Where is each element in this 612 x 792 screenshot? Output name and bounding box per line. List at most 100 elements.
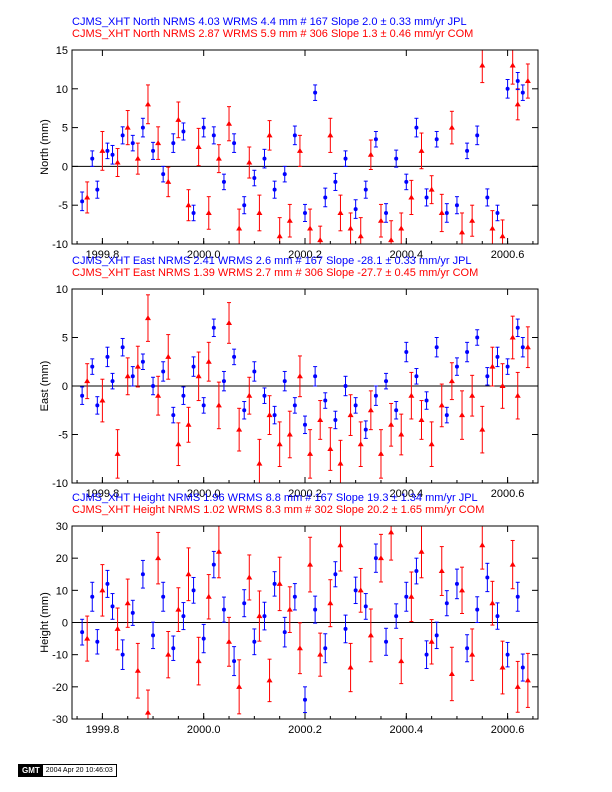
data-point — [404, 594, 409, 599]
data-point — [475, 335, 480, 340]
series-jpl — [80, 543, 525, 714]
data-point — [151, 384, 156, 388]
data-point — [313, 90, 318, 95]
data-point — [454, 203, 459, 208]
data-point — [185, 571, 192, 577]
data-point — [333, 572, 338, 577]
data-point — [454, 364, 459, 369]
y-tick-label: -30 — [52, 714, 68, 726]
y-axis-label: Height (mm) — [39, 592, 51, 653]
data-point — [524, 344, 531, 350]
series-com — [84, 526, 531, 719]
data-point — [323, 398, 328, 403]
data-point — [95, 187, 100, 192]
data-point — [252, 176, 257, 181]
data-point — [424, 652, 429, 657]
data-point — [408, 194, 415, 200]
data-point — [444, 210, 449, 215]
data-point — [514, 101, 521, 107]
data-point — [99, 397, 106, 403]
data-point — [434, 137, 439, 142]
data-point — [110, 152, 115, 157]
data-point — [337, 460, 344, 466]
data-point — [221, 379, 226, 384]
series-title-jpl: CJMS_XHT Height NRMS 1.96 WRMS 8.8 mm # … — [72, 492, 478, 504]
series-jpl — [80, 318, 525, 439]
data-point — [479, 62, 486, 68]
data-point — [130, 610, 135, 615]
data-point — [90, 594, 95, 599]
data-point — [201, 125, 206, 130]
data-point — [489, 363, 496, 369]
data-point — [520, 90, 525, 95]
data-point — [404, 179, 409, 184]
x-tick-label: 1999.8 — [86, 724, 120, 736]
data-point — [286, 606, 293, 612]
data-point — [377, 555, 384, 561]
data-point — [424, 195, 429, 200]
data-point — [377, 217, 384, 223]
data-point — [171, 413, 176, 418]
data-point — [140, 125, 145, 130]
data-point — [317, 651, 324, 657]
data-point — [272, 187, 277, 192]
data-point — [211, 325, 216, 330]
data-point — [105, 148, 110, 153]
x-tick-label: 2000.2 — [288, 249, 322, 261]
data-point — [191, 364, 196, 369]
gmt-timestamp-stamp: GMT 2004 Apr 20 10:46:03 — [18, 764, 117, 777]
data-point — [195, 373, 202, 379]
data-point — [155, 555, 162, 561]
data-point — [161, 594, 166, 599]
data-point — [485, 575, 490, 580]
data-point — [242, 203, 247, 208]
data-point — [505, 86, 510, 91]
data-point — [499, 233, 506, 239]
data-point — [144, 709, 151, 715]
data-point — [165, 178, 172, 184]
data-point — [373, 393, 378, 398]
data-point — [252, 639, 257, 644]
data-point — [515, 79, 520, 84]
data-point — [327, 132, 334, 138]
data-point — [514, 683, 521, 689]
panel-east: CJMS_XHT East NRMS 2.41 WRMS 2.6 mm # 16… — [39, 255, 539, 500]
data-point — [236, 426, 243, 432]
data-point — [205, 358, 212, 364]
data-point — [444, 413, 449, 418]
data-point — [226, 319, 233, 325]
x-tick-label: 2000.6 — [491, 488, 525, 500]
data-point — [181, 129, 186, 134]
data-point — [479, 426, 486, 432]
data-point — [495, 614, 500, 619]
y-tick-label: 10 — [56, 585, 68, 597]
data-point — [524, 677, 531, 683]
data-point — [114, 450, 121, 456]
data-point — [262, 393, 267, 398]
data-point — [181, 393, 186, 398]
data-point — [418, 416, 425, 422]
data-point — [124, 600, 131, 606]
data-point — [296, 373, 303, 379]
data-point — [175, 606, 182, 612]
series-title-com: CJMS_XHT East NRMS 1.39 WRMS 2.7 mm # 30… — [72, 267, 478, 279]
data-point — [161, 369, 166, 374]
data-point — [181, 614, 186, 619]
data-point — [161, 172, 166, 177]
data-point — [246, 392, 253, 398]
data-point — [323, 195, 328, 200]
data-point — [292, 594, 297, 599]
data-point — [242, 601, 247, 606]
data-point — [215, 402, 222, 408]
data-point — [495, 210, 500, 215]
data-point — [307, 561, 314, 567]
data-point — [236, 683, 243, 689]
data-point — [384, 379, 389, 384]
data-point — [272, 413, 277, 418]
data-point — [110, 379, 115, 384]
data-point — [296, 147, 303, 153]
data-point — [373, 556, 378, 561]
data-point — [171, 141, 176, 146]
y-tick-label: -20 — [52, 682, 68, 694]
data-point — [95, 639, 100, 644]
